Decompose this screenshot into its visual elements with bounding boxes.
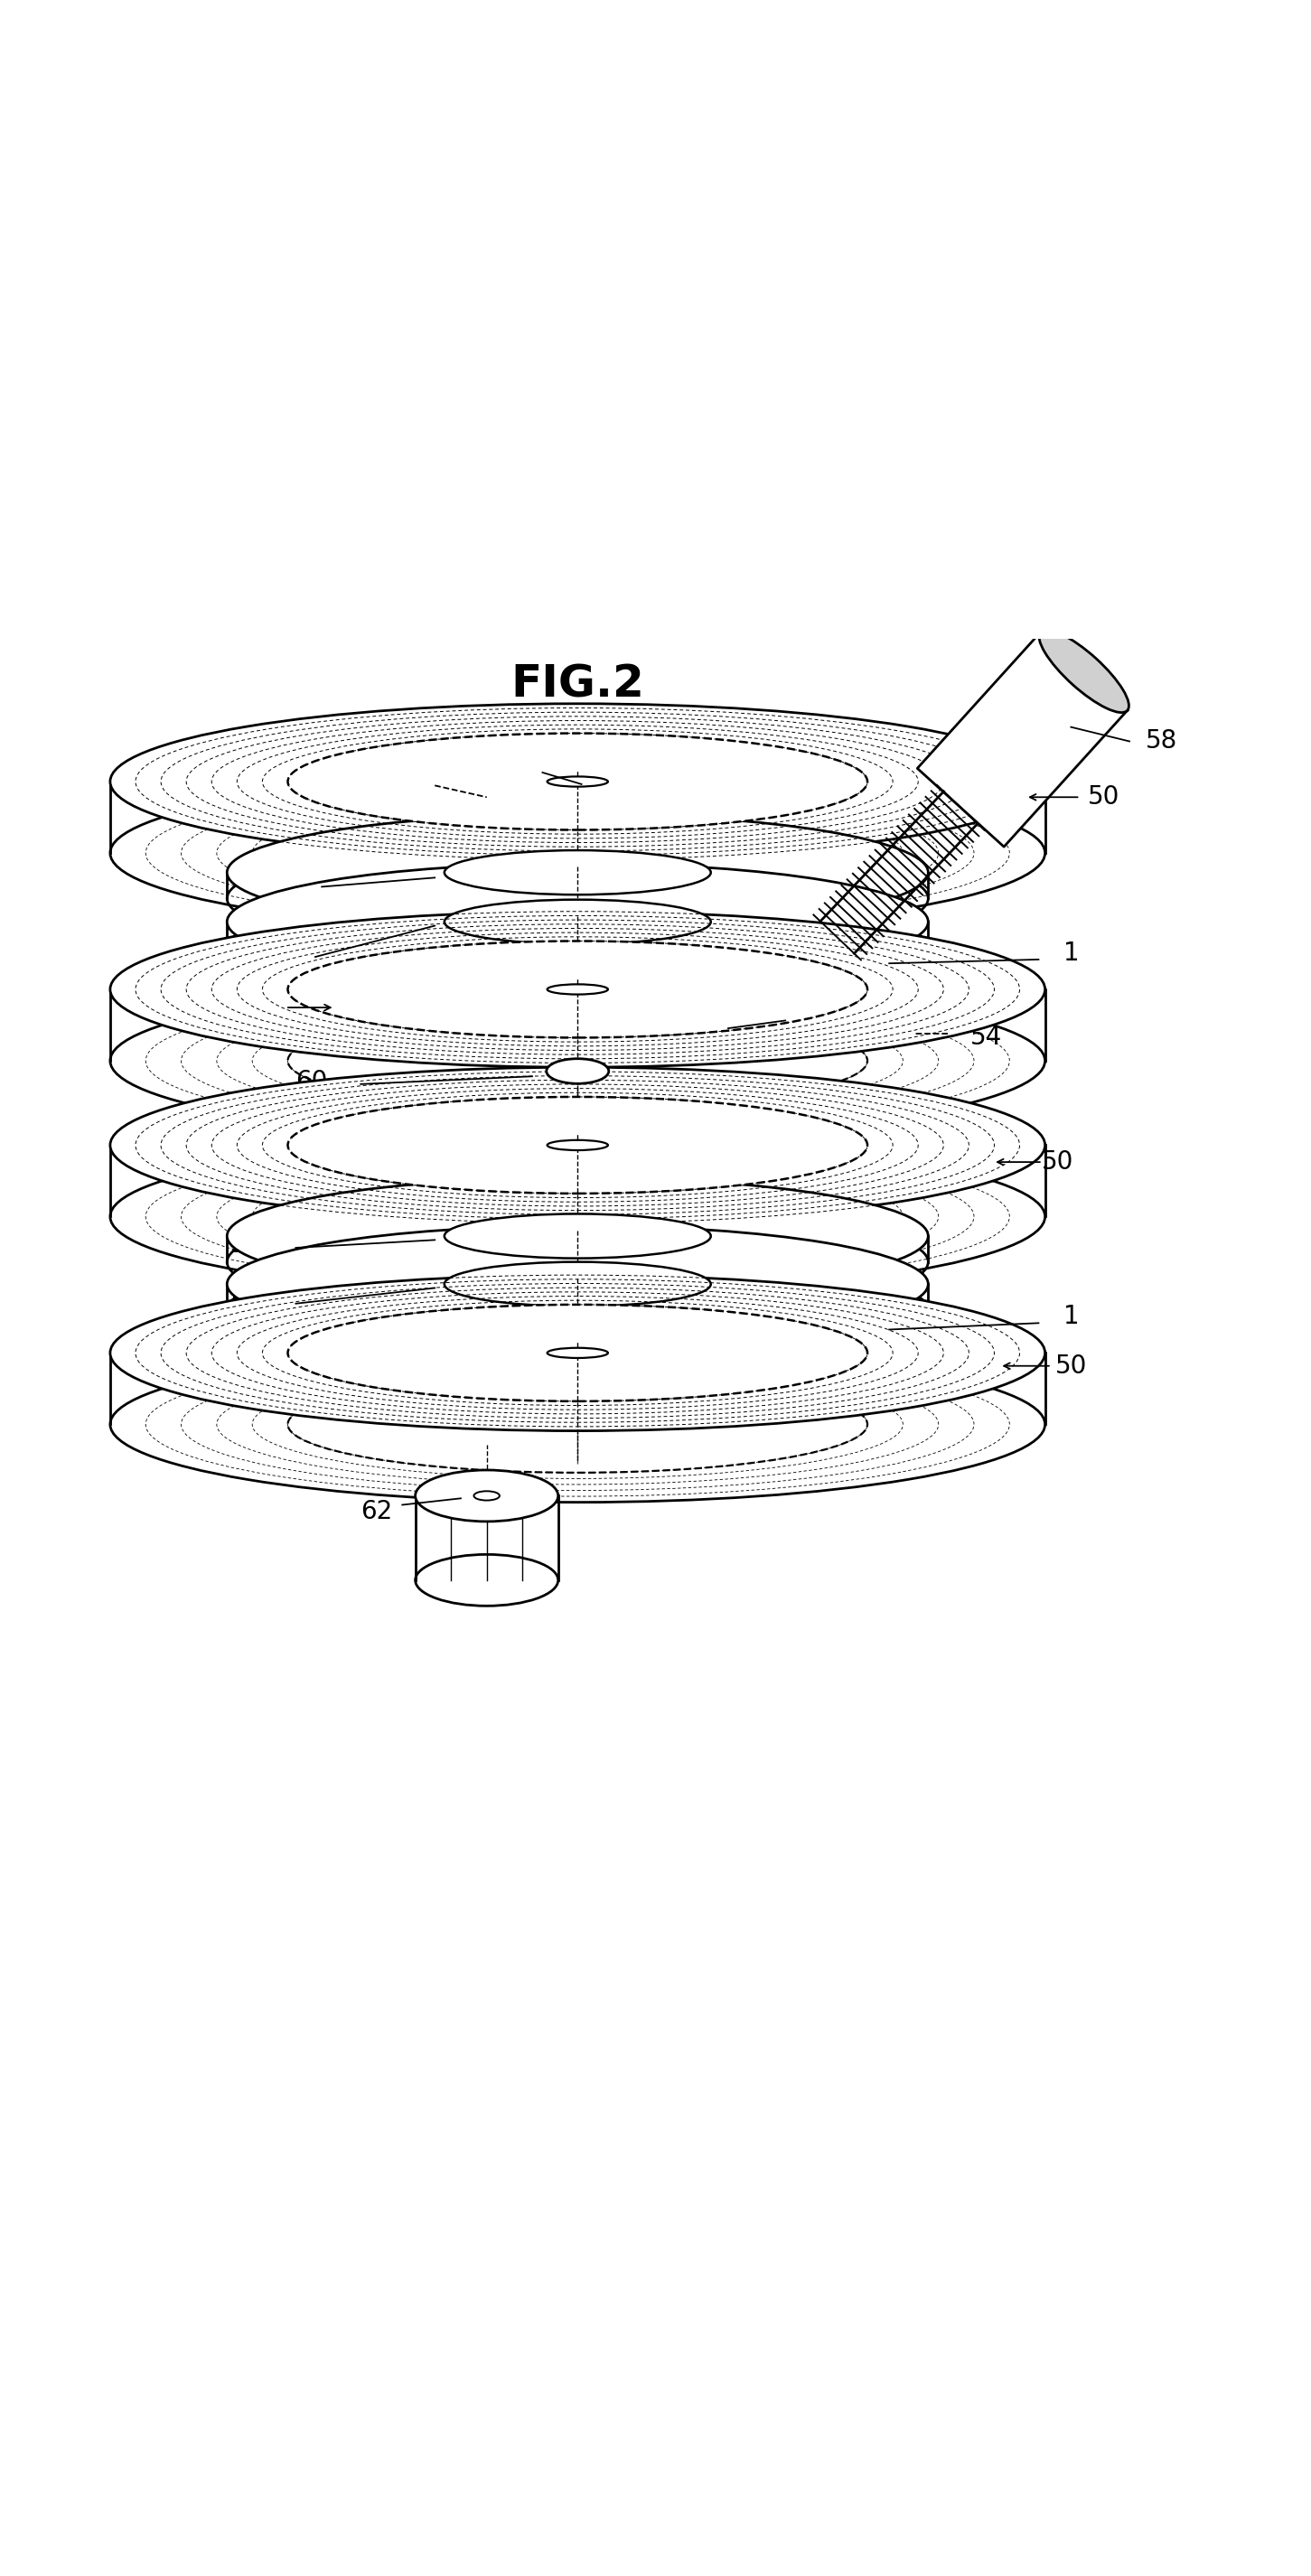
Ellipse shape <box>544 1056 611 1066</box>
Ellipse shape <box>444 1213 711 1257</box>
Ellipse shape <box>288 940 868 1038</box>
Ellipse shape <box>288 734 868 829</box>
Ellipse shape <box>288 1303 868 1401</box>
Text: 1: 1 <box>1063 1303 1079 1329</box>
Ellipse shape <box>544 1211 611 1221</box>
Ellipse shape <box>444 1262 711 1306</box>
Ellipse shape <box>544 848 611 858</box>
Ellipse shape <box>227 1177 928 1296</box>
Text: 60: 60 <box>295 1069 328 1095</box>
Ellipse shape <box>110 1275 1045 1430</box>
Ellipse shape <box>547 1059 608 1084</box>
Ellipse shape <box>110 1066 1045 1224</box>
Ellipse shape <box>227 1226 928 1342</box>
Text: 1: 1 <box>1063 940 1079 966</box>
Ellipse shape <box>547 1141 608 1151</box>
Text: 62: 62 <box>361 1499 392 1525</box>
Polygon shape <box>918 631 1127 848</box>
Ellipse shape <box>227 863 928 981</box>
Text: 56: 56 <box>257 871 288 896</box>
Ellipse shape <box>416 1471 558 1522</box>
Text: 50: 50 <box>1042 1149 1074 1175</box>
Text: 56: 56 <box>250 943 282 966</box>
Ellipse shape <box>110 912 1045 1066</box>
Text: 54: 54 <box>380 762 412 788</box>
Text: 54: 54 <box>970 1025 1003 1051</box>
Ellipse shape <box>547 1347 608 1358</box>
Ellipse shape <box>544 1419 611 1430</box>
Text: FIG.2: FIG.2 <box>511 662 645 706</box>
Ellipse shape <box>444 899 711 943</box>
Ellipse shape <box>416 1553 558 1605</box>
Ellipse shape <box>444 850 711 894</box>
Ellipse shape <box>473 1492 499 1499</box>
Ellipse shape <box>288 1097 868 1193</box>
Text: 50: 50 <box>257 994 288 1020</box>
Ellipse shape <box>227 814 928 930</box>
Ellipse shape <box>110 703 1045 860</box>
Text: 52: 52 <box>503 750 535 775</box>
Text: 52: 52 <box>809 1005 840 1030</box>
Text: 56: 56 <box>231 1288 262 1314</box>
Text: 56: 56 <box>231 1231 262 1257</box>
Ellipse shape <box>1040 631 1129 714</box>
Text: 50: 50 <box>1088 786 1120 809</box>
Ellipse shape <box>547 775 608 786</box>
Text: 50: 50 <box>1055 1352 1087 1378</box>
Ellipse shape <box>547 1131 608 1154</box>
Text: 58: 58 <box>1146 729 1177 755</box>
Ellipse shape <box>547 984 608 994</box>
